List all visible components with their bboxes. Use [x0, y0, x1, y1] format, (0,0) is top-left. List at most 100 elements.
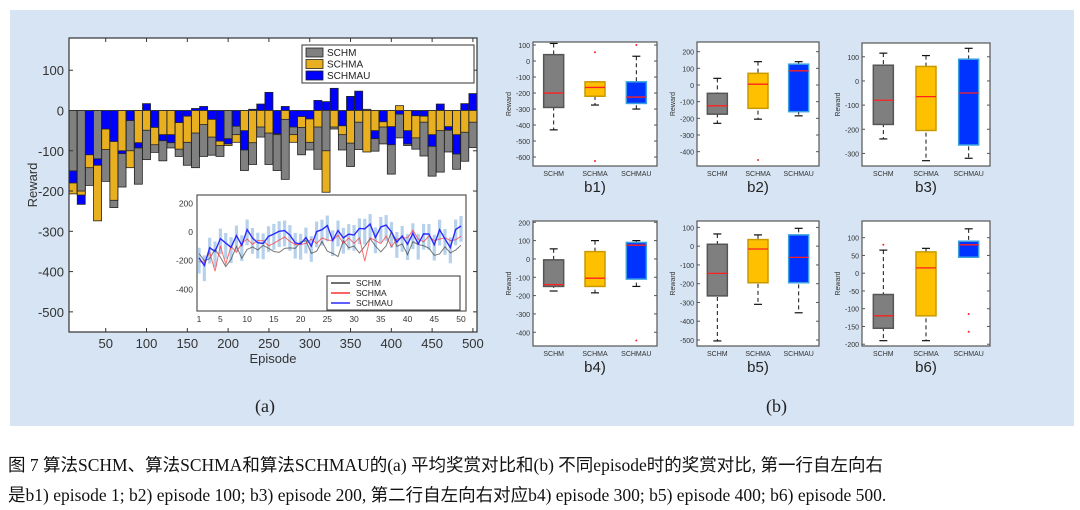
inset-y-tick-label: -400 [176, 284, 193, 294]
inset-box [234, 225, 239, 252]
bar-schma [142, 110, 151, 131]
bar-schmau [321, 101, 331, 111]
inset-y-tick-label: -200 [176, 256, 193, 266]
box-schma [584, 81, 606, 97]
y-tick-label: 100 [682, 225, 694, 232]
category-label: SCHMAU [953, 351, 983, 358]
bar-schma [362, 110, 372, 153]
y-tick-label: -300 [845, 151, 859, 158]
inset-box [293, 232, 297, 259]
y-tick-label: -200 [516, 294, 530, 301]
inset-box [416, 233, 420, 260]
inset-x-tick-label: 5 [218, 314, 223, 324]
y-tick-label: 100 [847, 55, 859, 62]
y-tick-label: -400 [680, 319, 694, 326]
bar-schma [117, 110, 127, 152]
x-axis-label: Episode [250, 351, 297, 366]
y-tick-label: -200 [680, 282, 694, 289]
subfigure-label-b: (b) [766, 396, 787, 416]
bar-schmau [288, 110, 298, 128]
category-label: SCHMAU [621, 171, 651, 178]
y-tick-label: 50 [851, 253, 859, 260]
bar-schm [76, 110, 86, 192]
inset-box [357, 218, 362, 245]
box-schma [915, 65, 937, 132]
x-tick-label: 450 [421, 336, 443, 351]
category-label: SCHMAU [953, 171, 983, 178]
inset-y-tick-label: 200 [179, 198, 193, 208]
y-tick-label: -100 [680, 100, 694, 107]
y-tick-label: -300 [680, 133, 694, 140]
bar-schmau [395, 110, 404, 115]
bar-schmau [199, 106, 209, 111]
inset-x-tick-label: 10 [242, 314, 252, 324]
outlier-point [594, 160, 596, 163]
box-schm [872, 293, 895, 329]
y-tick-label: 0 [57, 103, 64, 118]
bar-schm [395, 110, 404, 139]
category-label: SCHM [707, 171, 728, 178]
box-schm [542, 53, 565, 109]
y-axis-label: Reward [670, 271, 677, 295]
inset-box [282, 220, 287, 247]
inset-box [261, 233, 265, 260]
outlier-point [882, 243, 885, 246]
y-tick-label: 0 [526, 59, 530, 66]
y-tick-label: -150 [845, 324, 859, 331]
inset-box [315, 221, 319, 248]
inset-box [331, 230, 335, 257]
inset-x-tick-label: 35 [376, 314, 386, 324]
inset-box [245, 219, 249, 246]
y-tick-label: 100 [42, 63, 64, 78]
y-axis-label: Reward [506, 92, 513, 116]
bar-schmau [329, 87, 339, 111]
caption-line-2: 是b1) episode 1; b2) episode 100; b3) epi… [8, 485, 887, 505]
bar-schmau [272, 110, 282, 135]
bar-schma [166, 110, 176, 136]
inset-box [208, 237, 212, 264]
panel-label: b5) [747, 359, 769, 376]
bar-schm [280, 110, 290, 180]
box-schmau [957, 240, 980, 258]
inset-box [459, 215, 463, 242]
panel-label: b3) [915, 179, 937, 196]
box-schmau [787, 234, 810, 284]
outlier-point [635, 44, 638, 47]
bar-schmau [346, 95, 355, 111]
inset-line-schm [198, 230, 462, 268]
legend-label-schmau: SCHMAU [327, 71, 370, 82]
y-tick-label: -500 [680, 338, 694, 345]
bar-schma [460, 110, 470, 133]
y-tick-label: -200 [845, 342, 859, 349]
bar-schmau [150, 110, 160, 128]
y-tick-label: -300 [516, 312, 530, 319]
bar-schma [354, 110, 364, 123]
legend-label-schma: SCHMA [327, 60, 363, 71]
bar-schma [264, 110, 274, 134]
inset-box [363, 218, 367, 245]
category-label: SCHMAU [621, 351, 651, 358]
y-axis-label: Reward [670, 92, 677, 116]
caption-line-1: 图 7 算法SCHM、算法SCHMA和算法SCHMAU的(a) 平均奖赏对比和(… [8, 455, 884, 475]
inset-x-tick-label: 1 [197, 314, 202, 324]
legend-swatch-schm [305, 47, 324, 58]
inset-box [379, 216, 383, 243]
legend-label-schm: SCHM [327, 48, 356, 59]
bar-schma [158, 110, 168, 136]
bar-schmau [354, 90, 364, 111]
y-tick-label: 100 [518, 43, 530, 50]
inset-box [389, 221, 394, 248]
category-label: SCHMA [745, 351, 771, 358]
y-tick-label: -200 [680, 116, 694, 123]
inset-box [256, 232, 260, 259]
bar-schmau [174, 110, 184, 123]
inset-box [432, 234, 436, 261]
bar-schmau [419, 110, 429, 117]
inset-box [336, 220, 340, 247]
y-axis-label: Reward [835, 271, 842, 295]
bar-schmau [182, 110, 192, 117]
bar-schmau [264, 91, 274, 111]
category-label: SCHMA [582, 171, 608, 178]
